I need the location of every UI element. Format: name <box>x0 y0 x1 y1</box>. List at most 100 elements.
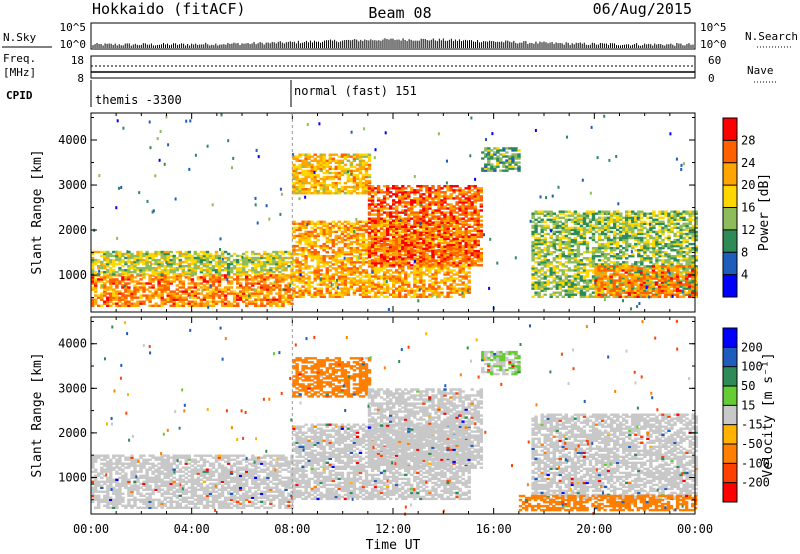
power-cell <box>301 190 305 193</box>
power-cell <box>142 252 146 256</box>
power-cell <box>310 293 314 296</box>
power-cell <box>148 265 152 268</box>
power-cell <box>331 277 335 280</box>
power-cell <box>476 199 480 202</box>
power-cell <box>552 257 556 260</box>
power-cell <box>322 228 326 232</box>
power-cell <box>166 292 170 295</box>
power-cell <box>121 278 125 281</box>
power-cell <box>428 197 432 200</box>
power-cell <box>398 201 402 204</box>
power-cell <box>431 242 435 246</box>
power-cell <box>163 282 167 285</box>
power-cell <box>534 261 538 264</box>
power-cell <box>331 249 335 252</box>
power-cell <box>373 241 378 245</box>
power-cell <box>275 282 279 285</box>
power-cell <box>301 163 305 167</box>
power-cell <box>232 258 237 262</box>
power-cell <box>187 278 191 281</box>
power-cell <box>214 262 219 266</box>
power-cell <box>540 212 544 215</box>
power-cell <box>266 286 270 289</box>
power-cell <box>208 256 213 260</box>
power-cell <box>443 249 447 253</box>
power-cell <box>564 269 568 272</box>
power-cell <box>298 177 302 181</box>
nsky-panel <box>90 22 696 50</box>
power-cell <box>292 185 296 189</box>
power-cell <box>325 224 329 228</box>
power-cell <box>328 257 332 260</box>
power-cell <box>364 171 369 175</box>
power-cell <box>139 258 143 262</box>
nsky-trace <box>90 38 694 48</box>
power-cell <box>407 243 411 247</box>
power-cell <box>437 271 441 274</box>
power-cell <box>455 225 459 228</box>
power-cell <box>208 278 213 281</box>
power-cell <box>386 211 390 214</box>
power-cell <box>549 281 553 284</box>
power-cell <box>422 253 426 257</box>
power-cell <box>284 269 288 272</box>
power-cell <box>313 240 317 244</box>
power-cell <box>555 267 559 270</box>
power-cell <box>470 203 474 206</box>
power-cell <box>410 247 414 251</box>
power-cell <box>370 239 375 243</box>
power-cell <box>567 295 572 298</box>
power-cell <box>239 273 243 276</box>
power-cell <box>313 242 317 246</box>
power-cell <box>115 304 119 307</box>
power-cell <box>558 240 562 244</box>
power-cell <box>154 276 158 279</box>
power-cell <box>487 163 491 166</box>
power-cell <box>340 287 345 290</box>
power-cell <box>407 185 411 188</box>
power-cell <box>223 290 228 293</box>
power-cell <box>361 287 366 290</box>
power-cell <box>543 249 547 252</box>
power-cell <box>236 271 240 274</box>
power-cell <box>395 279 399 282</box>
power-cell <box>446 211 450 214</box>
power-cell <box>319 192 323 195</box>
power-cell <box>157 292 161 295</box>
power-cell <box>109 276 113 279</box>
power-cell <box>398 211 402 214</box>
power-cell <box>452 262 456 265</box>
power-cell <box>376 255 381 258</box>
power-cell <box>287 260 291 264</box>
power-cell <box>337 236 341 240</box>
power-cell <box>467 187 471 190</box>
power-cell <box>292 181 296 185</box>
power-cell <box>493 157 497 160</box>
power-cell <box>121 294 125 297</box>
power-cell <box>407 207 411 210</box>
power-cell <box>319 188 323 191</box>
power-cell <box>434 217 438 220</box>
power-cell <box>404 197 408 200</box>
power-cell <box>160 250 164 254</box>
power-cell <box>446 271 450 274</box>
power-cell <box>531 249 535 252</box>
power-cell <box>464 275 468 278</box>
power-cell <box>154 258 158 262</box>
power-cell <box>275 260 279 264</box>
power-cell <box>567 255 572 258</box>
power-cell <box>257 290 261 293</box>
power-cell <box>160 271 164 274</box>
power-cell <box>367 205 372 208</box>
power-cell <box>103 256 107 260</box>
power-cell <box>136 250 140 254</box>
power-cell <box>443 195 447 198</box>
power-cell <box>437 229 441 232</box>
power-cell <box>422 243 426 247</box>
power-cell <box>419 273 423 276</box>
power-cell <box>328 177 332 181</box>
power-cell <box>361 153 366 156</box>
power-cell <box>449 243 453 247</box>
power-cell <box>272 260 276 264</box>
nsky-bottom-tick: 10^0 <box>60 38 87 51</box>
